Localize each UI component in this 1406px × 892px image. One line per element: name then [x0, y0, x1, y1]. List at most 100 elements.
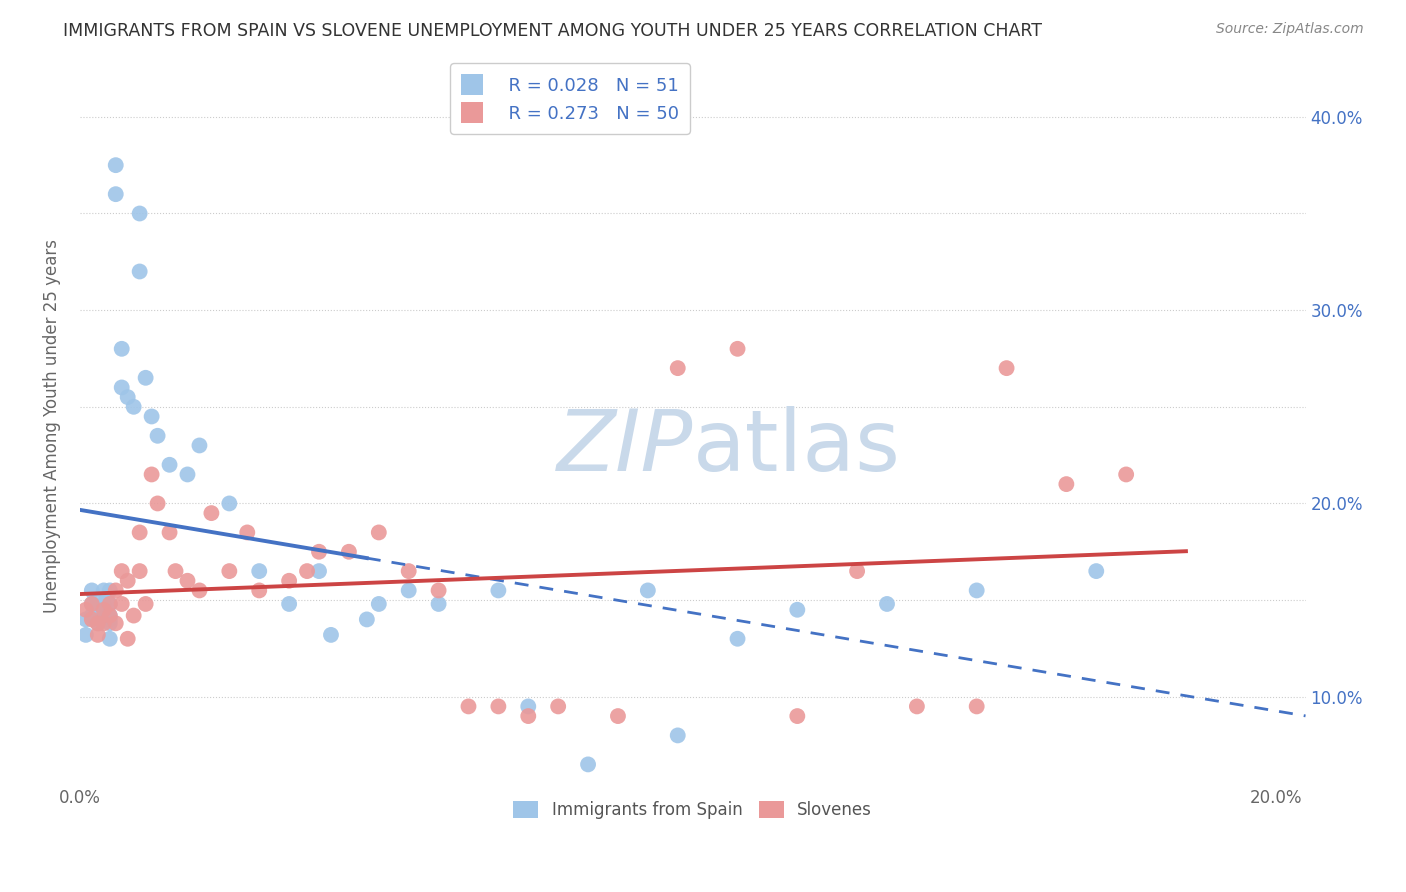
Point: [135, 597, 157, 611]
Point: [104, 158, 127, 172]
Point: [356, 612, 378, 626]
Point: [176, 574, 198, 588]
Point: [87, 603, 110, 617]
Point: [367, 525, 389, 540]
Point: [1115, 467, 1137, 482]
Point: [607, 709, 630, 723]
Point: [517, 709, 540, 723]
Point: [80, 608, 103, 623]
Text: Source: ZipAtlas.com: Source: ZipAtlas.com: [1216, 22, 1364, 37]
Point: [141, 467, 163, 482]
Point: [93, 616, 115, 631]
Point: [87, 608, 110, 623]
Point: [1085, 564, 1108, 578]
Point: [576, 757, 599, 772]
Point: [87, 616, 110, 631]
Point: [218, 564, 240, 578]
Point: [93, 583, 115, 598]
Point: [319, 628, 342, 642]
Point: [637, 583, 659, 598]
Point: [398, 564, 420, 578]
Point: [337, 545, 360, 559]
Point: [141, 409, 163, 424]
Point: [1054, 477, 1077, 491]
Point: [128, 564, 150, 578]
Point: [111, 380, 134, 394]
Point: [117, 574, 139, 588]
Point: [117, 632, 139, 646]
Point: [93, 603, 115, 617]
Point: [786, 709, 808, 723]
Text: ZIP: ZIP: [557, 406, 693, 489]
Point: [87, 616, 110, 631]
Point: [176, 467, 198, 482]
Point: [236, 525, 259, 540]
Point: [98, 608, 121, 623]
Point: [398, 583, 420, 598]
Point: [159, 458, 181, 472]
Point: [367, 597, 389, 611]
Point: [111, 342, 134, 356]
Point: [128, 264, 150, 278]
Point: [188, 438, 211, 452]
Point: [200, 506, 222, 520]
Point: [666, 728, 689, 742]
Point: [427, 597, 450, 611]
Point: [80, 583, 103, 598]
Point: [846, 564, 869, 578]
Point: [146, 429, 169, 443]
Point: [98, 608, 121, 623]
Point: [427, 583, 450, 598]
Point: [247, 564, 270, 578]
Point: [75, 612, 97, 626]
Point: [128, 525, 150, 540]
Point: [75, 628, 97, 642]
Point: [905, 699, 928, 714]
Point: [128, 206, 150, 220]
Point: [98, 612, 121, 626]
Point: [666, 361, 689, 376]
Point: [727, 632, 749, 646]
Point: [247, 583, 270, 598]
Point: [122, 400, 145, 414]
Point: [727, 342, 749, 356]
Point: [80, 597, 103, 611]
Y-axis label: Unemployment Among Youth under 25 years: Unemployment Among Youth under 25 years: [44, 239, 60, 613]
Point: [278, 597, 301, 611]
Point: [995, 361, 1018, 376]
Point: [122, 608, 145, 623]
Point: [165, 564, 187, 578]
Point: [486, 699, 509, 714]
Point: [159, 525, 181, 540]
Point: [87, 593, 110, 607]
Point: [308, 545, 330, 559]
Point: [98, 616, 121, 631]
Point: [87, 628, 110, 642]
Point: [457, 699, 479, 714]
Point: [218, 496, 240, 510]
Point: [98, 597, 121, 611]
Point: [111, 597, 134, 611]
Point: [486, 583, 509, 598]
Point: [876, 597, 898, 611]
Point: [93, 612, 115, 626]
Point: [547, 699, 569, 714]
Point: [278, 574, 301, 588]
Point: [111, 564, 134, 578]
Point: [966, 699, 988, 714]
Point: [98, 583, 121, 598]
Point: [98, 632, 121, 646]
Point: [295, 564, 318, 578]
Point: [188, 583, 211, 598]
Point: [104, 616, 127, 631]
Point: [146, 496, 169, 510]
Point: [80, 597, 103, 611]
Point: [966, 583, 988, 598]
Point: [517, 699, 540, 714]
Point: [75, 603, 97, 617]
Legend: Immigrants from Spain, Slovenes: Immigrants from Spain, Slovenes: [506, 794, 879, 825]
Text: atlas: atlas: [693, 406, 901, 489]
Point: [308, 564, 330, 578]
Point: [98, 597, 121, 611]
Point: [93, 597, 115, 611]
